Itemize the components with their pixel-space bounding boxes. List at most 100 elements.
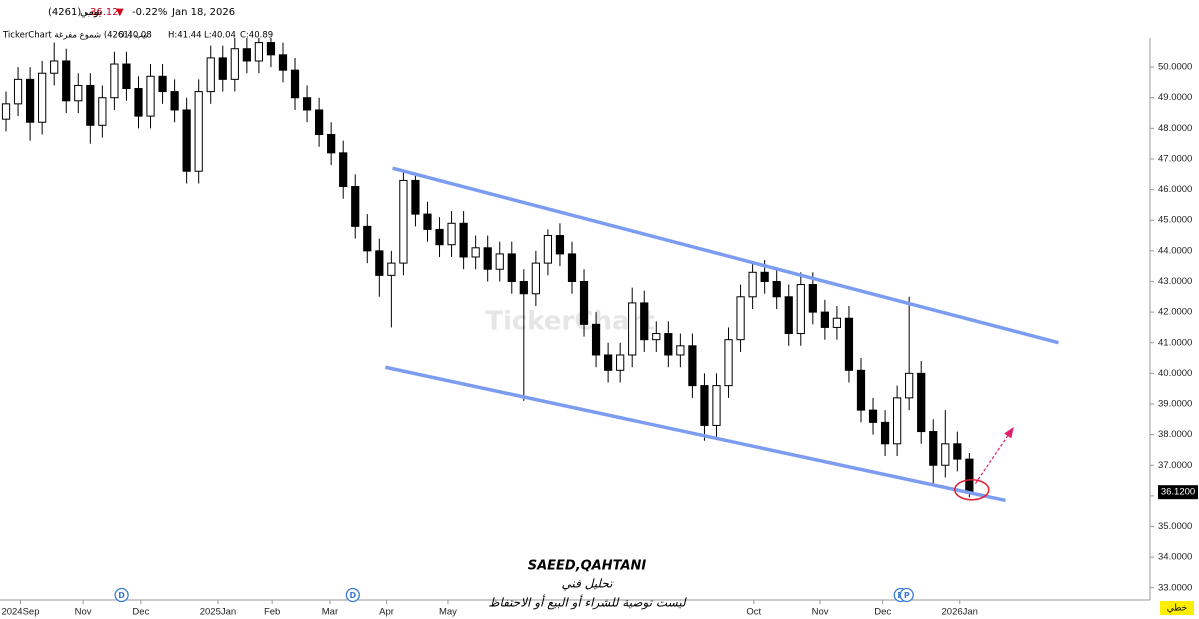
candle-body [339, 152, 348, 188]
y-tick-label: 42.0000 [1158, 307, 1192, 318]
ohlc: H:41.44 [168, 31, 202, 41]
y-tick-label: 41.0000 [1158, 337, 1192, 348]
y-tick-label: 35.0000 [1158, 521, 1192, 532]
candle-body [1, 103, 11, 120]
candle-body [519, 280, 528, 295]
candle-body [543, 235, 553, 264]
candle-body [941, 443, 950, 466]
candle-body [953, 443, 962, 460]
candle-body [483, 247, 492, 270]
change: -0.22% [132, 7, 167, 18]
event-marker [114, 587, 129, 603]
y-tick-label: 45.0000 [1158, 215, 1192, 226]
y-tick-label: 46.0000 [1158, 184, 1192, 195]
y-tick-label: 37.0000 [1158, 460, 1192, 471]
candle-body [50, 60, 59, 74]
y-tick-label: 50.0000 [1158, 62, 1192, 73]
candle-body [122, 63, 131, 90]
candle-body [230, 48, 239, 80]
candle-body [507, 253, 516, 282]
candle-body [290, 69, 300, 99]
x-tick-label: 2024Sep [1, 607, 39, 618]
candle-body [471, 247, 480, 258]
candle-body [411, 179, 420, 215]
candle-body [880, 421, 890, 445]
candle-body [134, 88, 143, 117]
y-tick-label: 39.0000 [1158, 399, 1192, 410]
candle-body [278, 54, 288, 71]
candle-body [820, 311, 829, 328]
candle-body [796, 284, 805, 335]
x-tick-label: Oct [746, 607, 761, 618]
arrow-head [1004, 426, 1014, 439]
candle-body [893, 397, 902, 445]
candle-body [567, 253, 577, 282]
candle-body [363, 225, 372, 252]
x-tick-label: Apr [379, 607, 394, 618]
candle-body [98, 97, 107, 126]
candle-body [182, 109, 191, 172]
candle-body [784, 296, 793, 335]
candle-body [760, 271, 769, 282]
y-tick-label: 40.0000 [1158, 368, 1192, 379]
candle-body [158, 75, 167, 93]
candle-body [868, 409, 878, 423]
candle-body [254, 42, 264, 62]
x-tick-label: 2025Jan [200, 607, 236, 618]
y-tick-label: 38.0000 [1158, 429, 1192, 440]
candle-body [170, 91, 179, 111]
ohlc: O:40.08 [118, 31, 152, 41]
candle-body [616, 354, 625, 371]
y-tick-label: 44.0000 [1158, 245, 1192, 256]
x-tick-label: 2026Jan [942, 607, 978, 618]
last-price-label: 36.1200 [1161, 487, 1195, 498]
y-tick-label: 34.0000 [1158, 552, 1192, 563]
candle-body [832, 317, 842, 328]
event-label: P [904, 591, 910, 600]
x-tick-label: Nov [75, 607, 92, 618]
candle-body [327, 133, 336, 154]
candle-body [459, 222, 468, 258]
candle-body [736, 296, 745, 341]
scale-box[interactable] [1160, 601, 1194, 615]
candle-body [604, 354, 613, 371]
candle-body [579, 280, 589, 325]
candle-body [74, 84, 83, 102]
source: TickerChart نيب (4261) شموع مفرغة [2, 31, 148, 41]
candle-body [652, 333, 661, 341]
x-tick-label: Dec [132, 607, 149, 618]
x-tick-label: Mar [322, 607, 338, 618]
candle-body [25, 78, 35, 123]
candle-body [664, 333, 673, 356]
x-tick-label: Feb [264, 607, 280, 618]
ohlc: L:40.04 [204, 31, 236, 41]
y-tick-label: 43.0000 [1158, 276, 1192, 287]
candle-body [772, 280, 781, 298]
period: يومي [80, 7, 102, 18]
author: SAEED,QAHTANI [528, 559, 647, 574]
candle-body [712, 385, 721, 426]
plot-area [1, 38, 974, 498]
x-tick-label: Nov [812, 607, 829, 618]
y-tick-label: 49.0000 [1158, 92, 1192, 103]
candle-body [218, 57, 227, 80]
candle-body [856, 369, 866, 411]
candle-body [700, 385, 709, 426]
trend-channel [392, 166, 1059, 345]
candle-body [531, 262, 540, 295]
forecast-arrow [974, 428, 1014, 484]
candle-body [266, 42, 276, 56]
candle-body [676, 345, 685, 356]
candle-body [314, 109, 324, 135]
subtitle: تحليل فني [562, 577, 615, 591]
candle-body [929, 431, 938, 466]
date: Jan 18, 2026 [171, 7, 235, 18]
candle-body [387, 262, 396, 276]
candle-body [423, 213, 432, 230]
x-tick-label: May [439, 607, 457, 618]
trend-channel [384, 365, 1006, 503]
scale-label[interactable]: خطي [1167, 604, 1187, 614]
last-price-box [1158, 485, 1198, 500]
candle-body [242, 48, 251, 62]
